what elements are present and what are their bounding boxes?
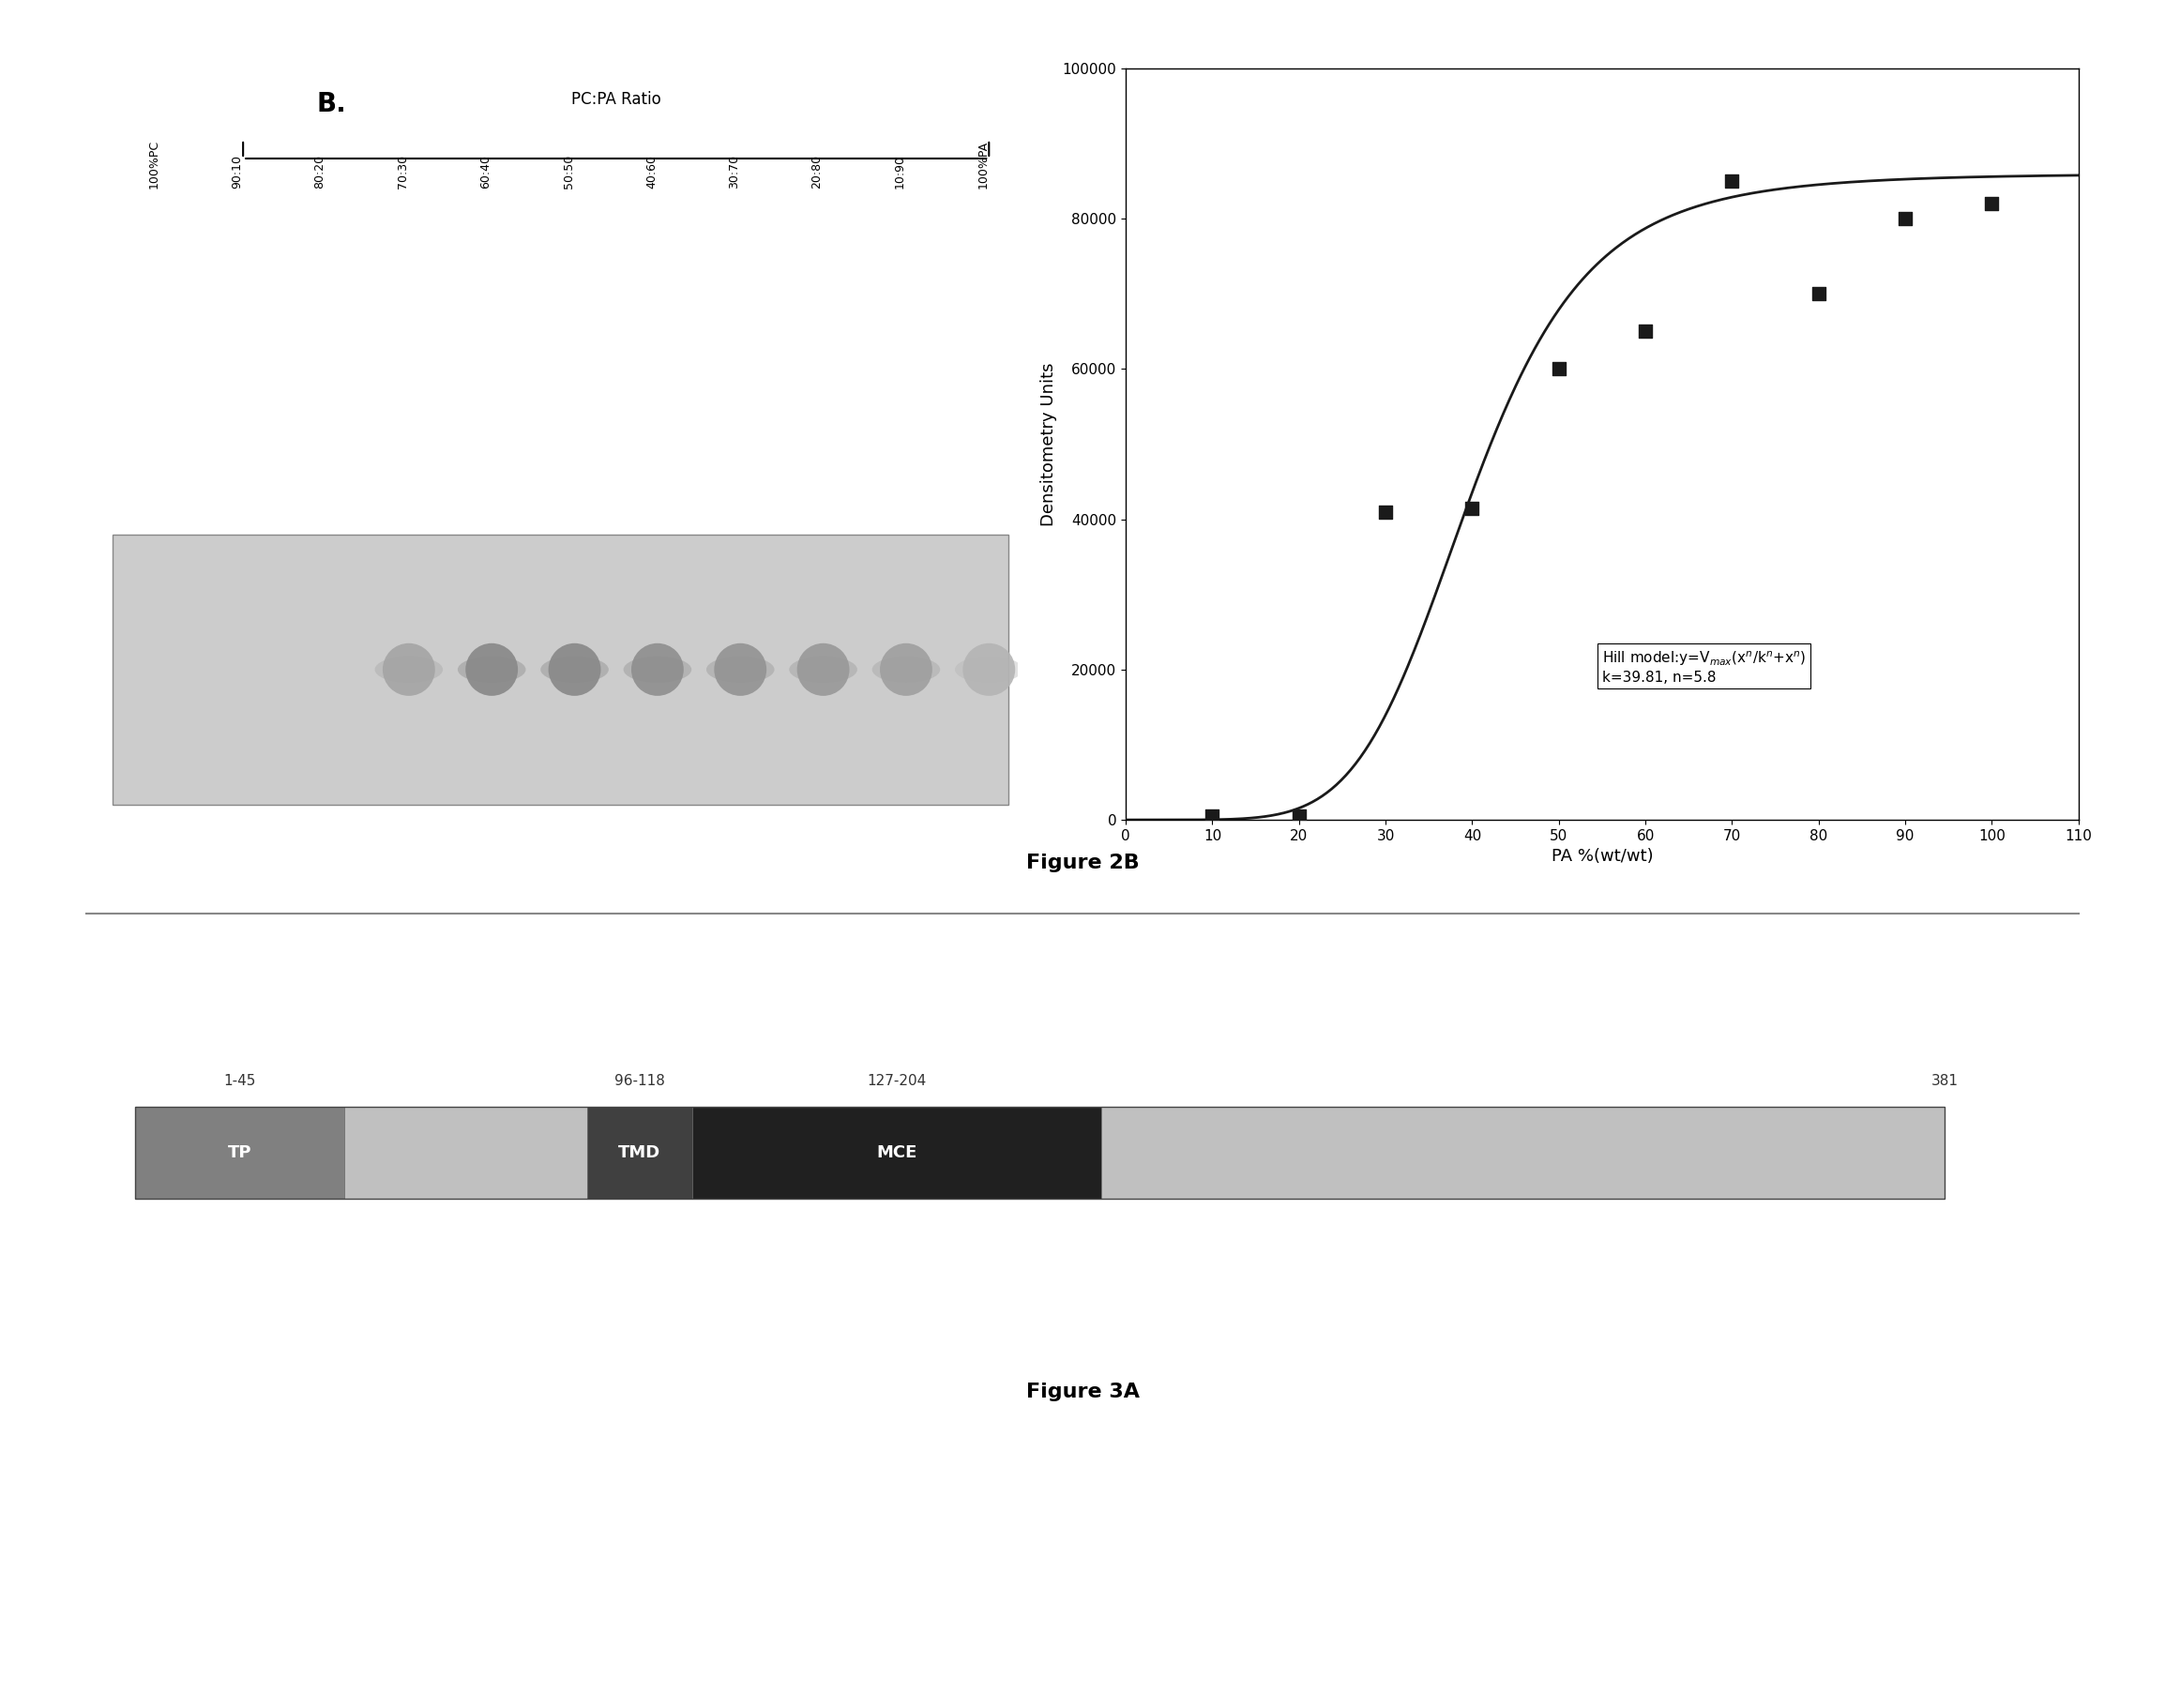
Ellipse shape: [714, 644, 766, 695]
Text: 100%PA: 100%PA: [976, 140, 989, 188]
Point: [1715, 167, 1749, 195]
Text: 50:50: 50:50: [563, 154, 574, 188]
Ellipse shape: [706, 656, 775, 683]
Ellipse shape: [797, 644, 849, 695]
Point: [1974, 190, 2009, 217]
Ellipse shape: [872, 656, 940, 683]
Text: 90:10: 90:10: [232, 155, 242, 188]
Text: 96-118: 96-118: [615, 1074, 665, 1088]
Ellipse shape: [632, 644, 684, 695]
Point: [1368, 499, 1403, 526]
Text: 80:20: 80:20: [314, 155, 327, 188]
Point: [1801, 280, 1836, 307]
Bar: [113, 535, 1009, 804]
Text: TP: TP: [227, 1144, 251, 1161]
Text: B.: B.: [316, 91, 346, 118]
Text: PC:PA Ratio: PC:PA Ratio: [572, 91, 660, 108]
Bar: [134, 1107, 1944, 1199]
Ellipse shape: [624, 656, 691, 683]
Y-axis label: Densitometry Units: Densitometry Units: [1041, 362, 1057, 526]
Point: [1541, 355, 1576, 383]
Text: Hill model:y=V$_{max}$(x$^{n}$/k$^{n}$+x$^{n}$)
k=39.81, n=5.8: Hill model:y=V$_{max}$(x$^{n}$/k$^{n}$+x…: [1602, 649, 1806, 685]
Bar: [693, 1107, 1102, 1199]
Text: 60:40: 60:40: [478, 155, 491, 188]
Ellipse shape: [457, 656, 526, 683]
Text: 30:70: 30:70: [727, 155, 740, 188]
Text: Figure 2B: Figure 2B: [1026, 854, 1139, 871]
Bar: [344, 1107, 587, 1199]
Ellipse shape: [541, 656, 608, 683]
Ellipse shape: [375, 656, 444, 683]
Text: 70:30: 70:30: [396, 155, 409, 188]
Text: 10:90: 10:90: [894, 155, 907, 188]
Text: MCE: MCE: [877, 1144, 918, 1161]
Text: 40:60: 40:60: [645, 155, 658, 188]
Text: TMD: TMD: [619, 1144, 660, 1161]
Text: Figure 3A: Figure 3A: [1026, 1383, 1139, 1401]
Bar: [134, 1107, 344, 1199]
Ellipse shape: [548, 644, 600, 695]
Point: [1888, 205, 1923, 232]
Text: 1-45: 1-45: [223, 1074, 255, 1088]
Text: 127-204: 127-204: [866, 1074, 927, 1088]
Point: [1195, 803, 1230, 830]
Text: 20:80: 20:80: [812, 155, 823, 188]
Ellipse shape: [790, 656, 857, 683]
Text: 381: 381: [1931, 1074, 1957, 1088]
Ellipse shape: [963, 644, 1015, 695]
X-axis label: PA %(wt/wt): PA %(wt/wt): [1550, 849, 1654, 866]
Bar: [1102, 1107, 1944, 1199]
Point: [1455, 494, 1490, 521]
Ellipse shape: [879, 644, 933, 695]
Point: [1282, 803, 1316, 830]
Ellipse shape: [955, 656, 1024, 683]
Point: [1628, 318, 1663, 345]
Ellipse shape: [465, 644, 517, 695]
Bar: [587, 1107, 693, 1199]
Ellipse shape: [383, 644, 435, 695]
Text: 100%PC: 100%PC: [147, 140, 160, 188]
